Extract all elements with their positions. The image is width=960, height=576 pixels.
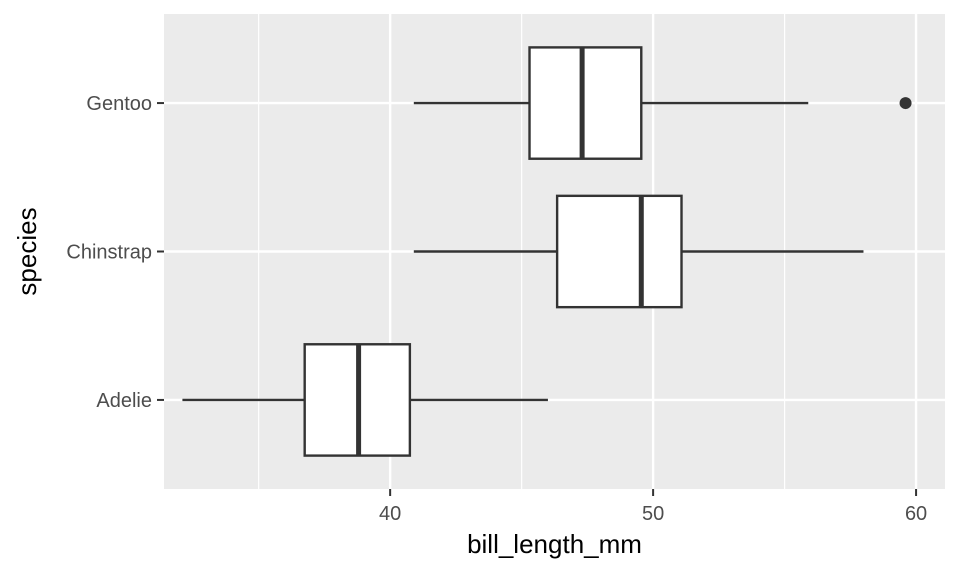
box-iqr <box>528 46 643 160</box>
y-tick-label: Adelie <box>96 390 152 412</box>
x-tick-label: 50 <box>642 503 664 525</box>
y-tick-label: Gentoo <box>86 93 152 115</box>
y-tick-label: Chinstrap <box>66 242 152 264</box>
y-axis-title: species <box>12 207 42 295</box>
box-gentoo <box>413 46 912 160</box>
x-tick-label: 40 <box>379 503 401 525</box>
x-axis: 40 50 60 <box>379 489 927 525</box>
box-adelie <box>182 343 548 457</box>
outlier-point <box>899 97 912 110</box>
boxes-layer <box>182 46 912 457</box>
box-iqr <box>555 194 683 309</box>
box-chinstrap <box>413 194 864 309</box>
x-axis-title: bill_length_mm <box>467 529 642 559</box>
y-axis: Adelie Chinstrap Gentoo <box>66 93 164 412</box>
x-tick-label: 60 <box>905 503 927 525</box>
